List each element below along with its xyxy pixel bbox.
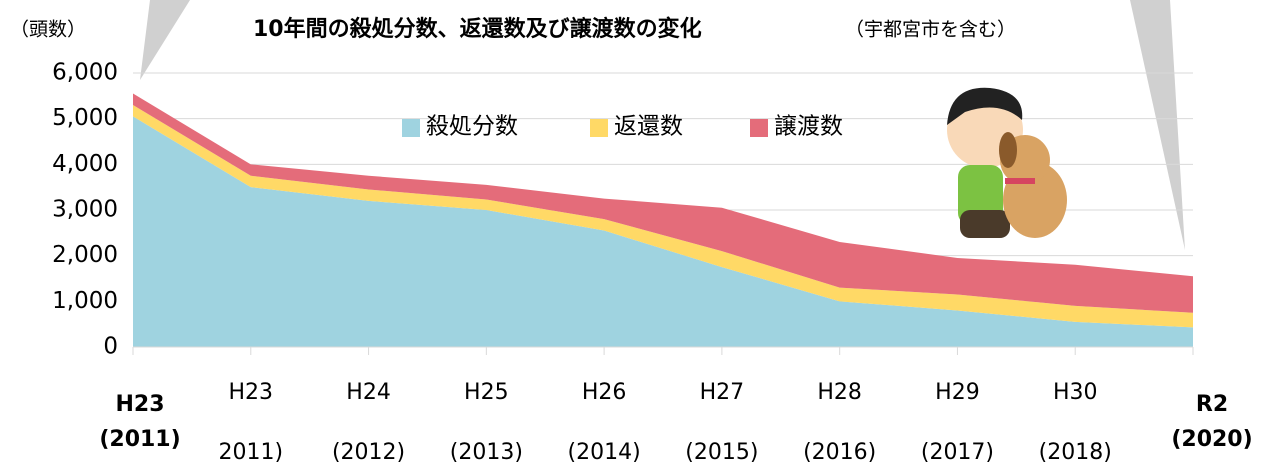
legend-swatch [590, 119, 608, 137]
illustration [947, 88, 1067, 238]
x-tick-label: (2011) [99, 427, 180, 452]
x-tick-label: H25 [464, 380, 509, 405]
y-tick-label: 3,000 [52, 197, 118, 223]
x-tick-label: (2020) [1171, 427, 1252, 452]
chart-title: 10年間の殺処分数、返還数及び譲渡数の変化 [253, 16, 702, 42]
legend-label: 返還数 [614, 114, 683, 140]
y-tick-label: 1,000 [52, 288, 118, 314]
y-axis-unit: （頭数） [10, 19, 86, 41]
y-tick-label: 0 [103, 334, 118, 360]
y-tick-label: 6,000 [52, 60, 118, 86]
chart-subtitle: （宇都宮市を含む） [845, 19, 1016, 41]
x-tick-label: (2016) [803, 440, 876, 465]
y-tick-label: 2,000 [52, 242, 118, 268]
x-tick-label: H27 [700, 380, 745, 405]
x-tick-label: (2012) [332, 440, 405, 465]
x-tick-label: (2015) [685, 440, 758, 465]
plot-area: 0 1,000 2,000 3,000 4,000 5,000 6,000 H23 (2011)… [52, 60, 1253, 466]
callout-pointer [140, 0, 190, 80]
y-tick-label: 4,000 [52, 151, 118, 177]
chart: （頭数） 10年間の殺処分数、返還数及び譲渡数の変化 （宇都宮市を含む） 0 1,… [0, 0, 1261, 466]
x-tick-label: H24 [346, 380, 391, 405]
x-tick-label: H23 [229, 380, 274, 405]
x-tick-label: H28 [817, 380, 862, 405]
callout-pointer [1130, 0, 1185, 250]
legend-label: 殺処分数 [426, 114, 518, 140]
x-tick-label: (2013) [450, 440, 523, 465]
x-tick-label: H30 [1053, 380, 1098, 405]
x-tick-label: (2014) [568, 440, 641, 465]
legend-swatch [750, 119, 768, 137]
x-tick-label: 2011) [218, 440, 283, 465]
legend-label: 譲渡数 [774, 114, 843, 140]
legend-swatch [402, 119, 420, 137]
x-tick-label: H29 [935, 380, 980, 405]
y-tick-label: 5,000 [52, 105, 118, 131]
x-tick-label: H23 [115, 392, 164, 417]
x-tick-label: (2017) [921, 440, 994, 465]
x-tick-label: R2 [1196, 392, 1228, 417]
x-tick-label: H26 [582, 380, 627, 405]
x-tick-label: (2018) [1039, 440, 1112, 465]
